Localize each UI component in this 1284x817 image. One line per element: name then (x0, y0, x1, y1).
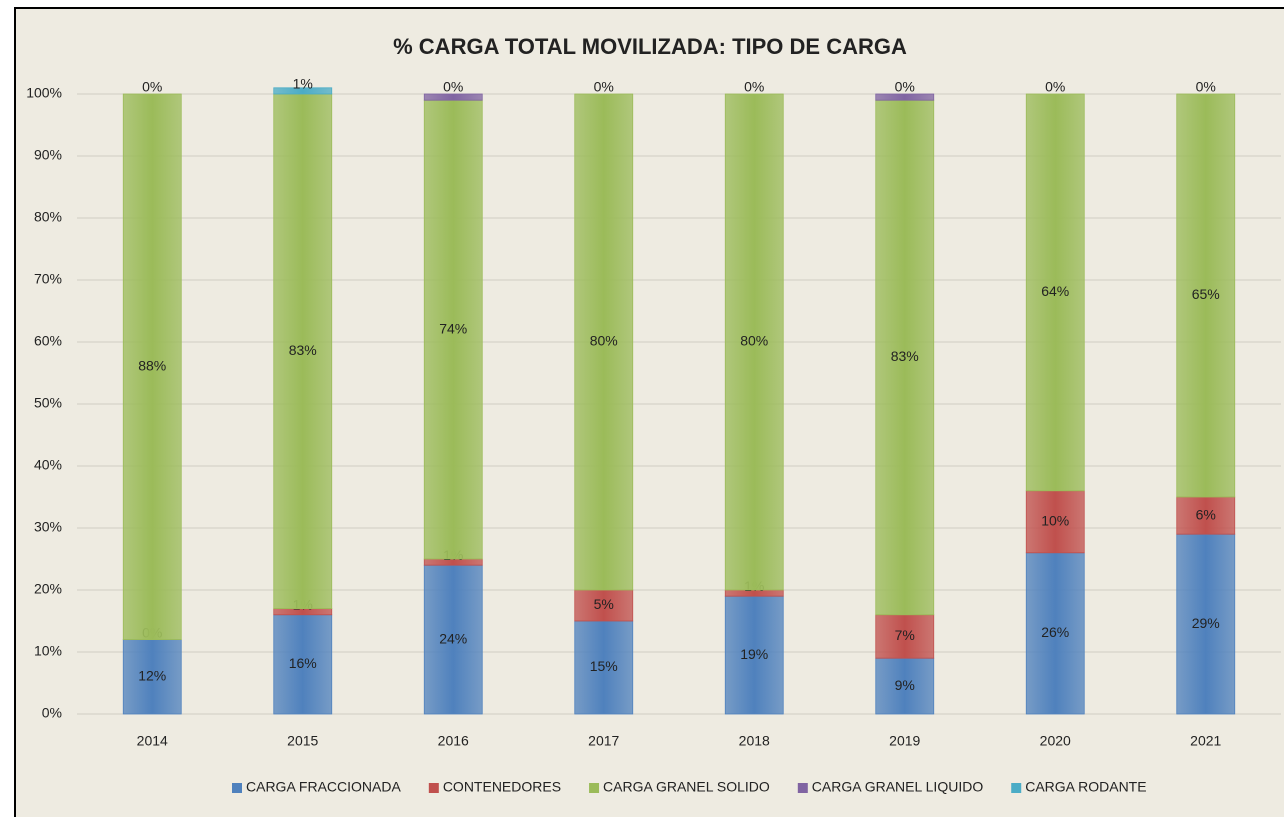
data-label: 10% (1041, 513, 1069, 529)
y-tick-label: 70% (34, 271, 62, 287)
x-tick-label: 2015 (287, 733, 318, 749)
bar-segment (574, 620, 634, 715)
bar-segment (273, 614, 333, 715)
bar-segment (724, 93, 784, 591)
bar-segment (1025, 490, 1085, 554)
x-tick-label: 2019 (889, 733, 920, 749)
x-tick-label: 2017 (588, 733, 619, 749)
bar-segment (273, 87, 333, 95)
bar-segment (273, 93, 333, 609)
y-tick-label: 50% (34, 395, 62, 411)
bar-segment (423, 93, 483, 101)
y-tick-label: 80% (34, 209, 62, 225)
data-label: 0% (895, 79, 915, 95)
y-tick-label: 100% (26, 85, 62, 101)
data-label: 26% (1041, 624, 1069, 640)
bar-segment (1176, 93, 1236, 498)
data-label: 74% (439, 320, 467, 336)
bar-segment (875, 614, 935, 659)
legend-label: CARGA FRACCIONADA (246, 779, 401, 795)
x-tick-label: 2020 (1040, 733, 1071, 749)
bar-segment (122, 639, 182, 715)
chart-title: % CARGA TOTAL MOVILIZADA: TIPO DE CARGA (393, 34, 907, 59)
bar-segment (1025, 552, 1085, 715)
legend-label: CARGA RODANTE (1025, 779, 1146, 795)
data-label: 0% (1045, 79, 1065, 95)
data-label: 5% (594, 596, 614, 612)
legend-label: CONTENEDORES (443, 779, 561, 795)
data-label: 9% (895, 677, 915, 693)
x-tick-label: 2016 (438, 733, 469, 749)
data-label: 0% (142, 79, 162, 95)
data-label: 16% (289, 655, 317, 671)
y-tick-label: 20% (34, 581, 62, 597)
data-label: 0% (443, 79, 463, 95)
legend-swatch (428, 783, 439, 793)
bar-segment (423, 99, 483, 560)
bar-segment (1176, 533, 1236, 715)
legend-swatch (797, 783, 808, 793)
bar-segment (875, 93, 935, 101)
bar-segment (574, 589, 634, 622)
y-tick-label: 60% (34, 333, 62, 349)
data-label: 6% (1196, 506, 1216, 522)
legend-swatch (1011, 783, 1022, 793)
x-tick-label: 2021 (1190, 733, 1221, 749)
legend-label: CARGA GRANEL SOLIDO (603, 779, 770, 795)
y-tick-label: 90% (34, 147, 62, 163)
data-label: 0% (594, 79, 614, 95)
x-tick-label: 2018 (739, 733, 770, 749)
bar-segment (574, 93, 634, 591)
data-label: 88% (138, 358, 166, 374)
bar-segment (1025, 93, 1085, 492)
chart-area (14, 7, 1284, 817)
bar-segment (724, 595, 784, 715)
data-label: 83% (289, 342, 317, 358)
x-tick-label: 2014 (137, 733, 168, 749)
data-label: 24% (439, 630, 467, 646)
data-label: 29% (1192, 615, 1220, 631)
y-tick-label: 40% (34, 457, 62, 473)
data-label: 19% (740, 646, 768, 662)
data-label: 80% (740, 333, 768, 349)
legend-label: CARGA GRANEL LIQUIDO (812, 779, 984, 795)
bar-segment (1176, 496, 1236, 535)
bar-segment (423, 564, 483, 715)
data-label: 65% (1192, 286, 1220, 302)
y-tick-label: 30% (34, 519, 62, 535)
data-label: 83% (891, 348, 919, 364)
y-tick-label: 10% (34, 643, 62, 659)
legend-swatch (232, 783, 242, 793)
data-label: 7% (895, 627, 915, 643)
data-label: 80% (590, 333, 618, 349)
data-label: 12% (138, 668, 166, 684)
y-tick-label: 0% (42, 705, 62, 721)
data-label: 64% (1041, 283, 1069, 299)
bar-segment (875, 657, 935, 715)
data-label: 15% (590, 658, 618, 674)
bar-segment (122, 93, 182, 640)
data-label: 1% (293, 76, 313, 92)
legend-swatch (589, 783, 600, 793)
data-label: 0% (1196, 79, 1216, 95)
data-label: 0% (744, 79, 764, 95)
